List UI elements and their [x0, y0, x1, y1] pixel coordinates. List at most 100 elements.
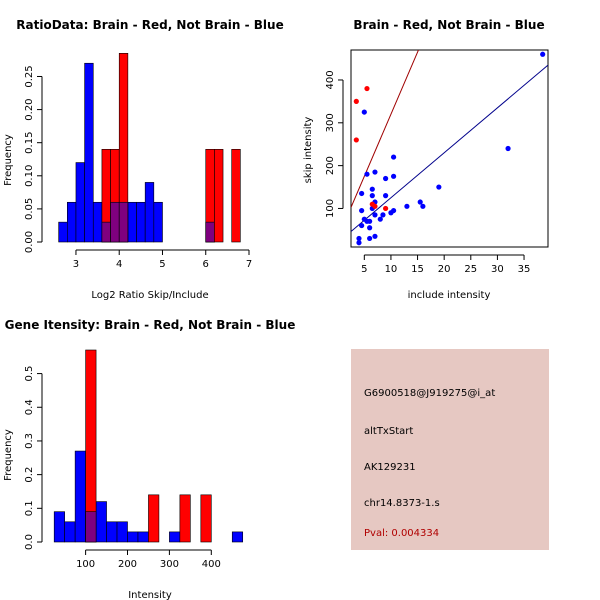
hist3-overlap-bar-0 — [85, 511, 97, 543]
scatter-blue-point-19 — [377, 216, 383, 222]
probe-id-text: G6900518@J919275@i_at — [364, 388, 495, 399]
hist3-x-tick-label-1: 200 — [118, 559, 137, 570]
hist3-y-tick-label-4: 0.4 — [24, 399, 35, 415]
hist3-x-tick-label-0: 100 — [76, 559, 95, 570]
gene-intensity-histogram: Gene Itensity: Brain - Red, Not Brain - … — [3, 318, 295, 600]
scatter-title: Brain - Red, Not Brain - Blue — [353, 18, 544, 32]
info-panel: G6900518@J919275@i_at altTxStart AK12923… — [351, 349, 549, 550]
ratio-histogram: RatioData: Brain - Red, Not Brain - Blue… — [3, 18, 284, 301]
scatter-x-tick-label-6: 35 — [518, 264, 531, 275]
scatter-x-tick-label-1: 10 — [385, 264, 398, 275]
hist3-blue-bar-2 — [74, 450, 86, 543]
scatter-blue-point-24 — [390, 207, 397, 214]
hist1-y-tick-label-5: 0.25 — [24, 65, 35, 87]
hist3-blue-bar-6 — [116, 521, 128, 543]
scatter-fit-line-0 — [351, 50, 420, 208]
hist3-y-tick-label-1: 0.1 — [24, 500, 35, 516]
hist1-blue-bar-1 — [67, 201, 77, 243]
scatter-red-point-2 — [364, 85, 370, 92]
scatter-x-tick-label-2: 15 — [411, 264, 424, 275]
scatter-ylabel: skip intensity — [303, 117, 314, 184]
hist1-blue-bar-10 — [144, 182, 155, 243]
hist3-y-tick-label-0: 0.0 — [24, 534, 35, 550]
hist1-y-tick-label-4: 0.20 — [24, 98, 35, 120]
hist1-x-tick-label-2: 5 — [159, 259, 165, 270]
hist1-x-tick-label-3: 6 — [203, 259, 209, 270]
hist3-red-bar-1 — [148, 494, 160, 543]
gene-intensity-ylabel: Frequency — [3, 429, 14, 481]
info-panel-background — [351, 349, 549, 550]
scatter-red-point-0 — [353, 98, 359, 104]
scatter-y-tick-label-0: 100 — [325, 199, 336, 218]
scatter-red-point-4 — [372, 203, 378, 209]
scatter-blue-point-15 — [372, 233, 378, 239]
hist1-red-bar-4 — [214, 149, 224, 243]
ratio-histogram-xlabel: Log2 Ratio Skip/Include — [91, 290, 208, 301]
hist1-y-tick-label-0: 0.00 — [24, 231, 35, 253]
hist3-blue-bar-7 — [127, 531, 139, 543]
scatter-blue-point-22 — [383, 175, 389, 182]
accession-text: AK129231 — [364, 462, 416, 473]
scatter-blue-point-20 — [380, 212, 386, 218]
scatter-box — [350, 49, 549, 248]
hist1-y-tick-label-2: 0.10 — [24, 165, 35, 187]
scatter-x-tick-label-3: 20 — [438, 264, 451, 275]
hist1-overlap-bar-1 — [110, 201, 120, 243]
scatter-blue-point-30 — [436, 184, 442, 190]
event-type-text: altTxStart — [364, 426, 413, 437]
hist3-x-tick-label-2: 300 — [160, 559, 179, 570]
hist3-y-tick-label-3: 0.3 — [24, 433, 35, 449]
scatter-fit-line-1 — [351, 64, 548, 232]
hist3-red-bar-2 — [179, 494, 191, 543]
pval-text: Pval: 0.004334 — [364, 528, 439, 539]
gene-intensity-title: Gene Itensity: Brain - Red, Not Brain - … — [5, 318, 296, 332]
scatter-blue-point-0 — [356, 240, 362, 246]
ratio-histogram-ylabel: Frequency — [3, 134, 14, 186]
scatter-blue-point-14 — [369, 186, 375, 192]
hist1-overlap-bar-3 — [205, 221, 215, 243]
hist3-y-tick-label-5: 0.5 — [24, 366, 35, 382]
scatter-blue-point-8 — [364, 171, 370, 177]
scatter-blue-point-31 — [505, 145, 511, 152]
hist1-overlap-bar-0 — [101, 221, 111, 243]
hist3-blue-bar-5 — [106, 521, 118, 543]
scatter-blue-point-9 — [367, 235, 373, 242]
scatter-blue-point-32 — [540, 51, 546, 57]
hist3-y-tick-label-2: 0.2 — [24, 467, 35, 483]
scatter-x-tick-label-5: 30 — [491, 264, 504, 275]
hist3-blue-bar-1 — [64, 521, 76, 543]
hist3-blue-bar-10 — [231, 531, 244, 543]
hist1-blue-bar-2 — [75, 162, 85, 243]
hist1-y-tick-label-1: 0.05 — [24, 198, 35, 220]
scatter-y-tick-label-3: 400 — [325, 70, 336, 89]
scatter-blue-point-11 — [367, 218, 373, 224]
gene-intensity-xlabel: Intensity — [128, 590, 172, 600]
hist1-blue-bar-8 — [127, 201, 137, 243]
scatter-red-point-5 — [383, 205, 389, 212]
hist1-x-tick-label-4: 7 — [246, 259, 252, 270]
hist1-x-tick-label-1: 4 — [116, 259, 122, 270]
hist1-overlap-bar-2 — [118, 201, 129, 243]
hist1-blue-bar-9 — [136, 201, 146, 243]
scatter-blue-point-4 — [359, 190, 365, 197]
scatter-blue-point-10 — [367, 225, 373, 231]
scatter-blue-point-2 — [359, 222, 365, 229]
scatter-blue-point-27 — [404, 203, 410, 209]
location-text: chr14.8373-1.s — [364, 498, 440, 509]
scatter-y-tick-label-2: 300 — [325, 113, 336, 132]
scatter-blue-point-1 — [356, 235, 362, 242]
scatter-blue-point-29 — [420, 203, 426, 209]
scatter-x-tick-label-0: 5 — [361, 264, 367, 275]
scatter-y-tick-label-1: 200 — [325, 156, 336, 175]
hist3-red-bar-3 — [200, 494, 212, 543]
scatter-blue-point-16 — [372, 212, 378, 218]
ratio-histogram-title: RatioData: Brain - Red, Not Brain - Blue — [16, 18, 283, 32]
hist3-blue-bar-4 — [95, 501, 107, 543]
hist1-blue-bar-4 — [92, 201, 103, 243]
scatter-red-point-1 — [353, 137, 359, 143]
scatter-blue-point-13 — [369, 193, 375, 199]
scatter-blue-point-3 — [359, 207, 365, 214]
scatter-blue-point-6 — [361, 109, 367, 115]
hist3-blue-bar-0 — [53, 511, 65, 543]
